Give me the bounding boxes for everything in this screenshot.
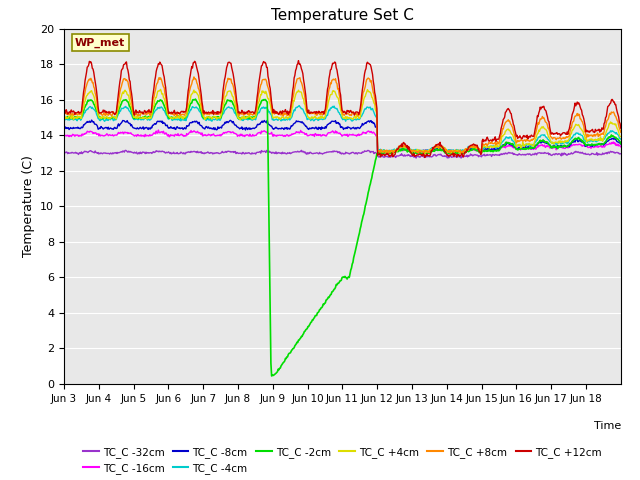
Line: TC_C -2cm: TC_C -2cm bbox=[64, 99, 621, 376]
TC_C -4cm bbox=[228, 105, 236, 110]
TC_C +8cm bbox=[125, 85, 133, 91]
TC_C -16cm bbox=[60, 131, 68, 137]
TC_C +12cm bbox=[60, 109, 68, 115]
TC_C +12cm bbox=[294, 58, 302, 63]
TC_C -8cm bbox=[410, 151, 418, 156]
TC_C +8cm bbox=[389, 151, 397, 156]
TC_C -32cm bbox=[412, 155, 420, 161]
TC_C +4cm bbox=[157, 86, 164, 92]
TC_C -2cm bbox=[268, 373, 275, 379]
TC_C +8cm bbox=[277, 112, 285, 118]
TC_C +12cm bbox=[401, 141, 408, 147]
TC_C -8cm bbox=[617, 141, 625, 147]
TC_C -2cm bbox=[433, 146, 440, 152]
TC_C -16cm bbox=[256, 130, 264, 135]
Line: TC_C +12cm: TC_C +12cm bbox=[64, 60, 621, 157]
TC_C -8cm bbox=[228, 120, 236, 126]
TC_C +8cm bbox=[228, 81, 236, 86]
Line: TC_C -4cm: TC_C -4cm bbox=[64, 106, 621, 152]
TC_C -4cm bbox=[433, 144, 440, 150]
TC_C -32cm bbox=[433, 153, 440, 159]
TC_C -2cm bbox=[191, 96, 199, 102]
TC_C +12cm bbox=[433, 142, 440, 147]
TC_C +4cm bbox=[617, 134, 625, 140]
TC_C +4cm bbox=[256, 95, 264, 101]
TC_C -32cm bbox=[617, 151, 625, 156]
TC_C +8cm bbox=[256, 85, 264, 91]
TC_C +12cm bbox=[228, 65, 236, 71]
TC_C -8cm bbox=[277, 126, 285, 132]
TC_C +12cm bbox=[617, 125, 625, 131]
TC_C -2cm bbox=[256, 102, 264, 108]
TC_C -16cm bbox=[154, 127, 162, 133]
TC_C -32cm bbox=[298, 147, 305, 153]
TC_C +4cm bbox=[228, 94, 236, 99]
Legend: TC_C -32cm, TC_C -16cm, TC_C -8cm, TC_C -4cm, TC_C -2cm, TC_C +4cm, TC_C +8cm, T: TC_C -32cm, TC_C -16cm, TC_C -8cm, TC_C … bbox=[79, 443, 606, 478]
TC_C -8cm bbox=[126, 120, 134, 126]
TC_C +8cm bbox=[433, 143, 440, 148]
TC_C -4cm bbox=[125, 108, 133, 114]
TC_C +12cm bbox=[276, 108, 284, 114]
Line: TC_C -8cm: TC_C -8cm bbox=[64, 120, 621, 154]
TC_C -8cm bbox=[401, 146, 408, 152]
TC_C -2cm bbox=[228, 99, 236, 105]
TC_C -16cm bbox=[415, 150, 422, 156]
Title: Temperature Set C: Temperature Set C bbox=[271, 9, 414, 24]
Line: TC_C -16cm: TC_C -16cm bbox=[64, 130, 621, 153]
TC_C +4cm bbox=[401, 144, 408, 150]
TC_C +8cm bbox=[190, 74, 198, 80]
TC_C -4cm bbox=[255, 110, 263, 116]
TC_C -16cm bbox=[228, 129, 236, 135]
TC_C +12cm bbox=[421, 155, 429, 160]
TC_C +12cm bbox=[125, 77, 133, 83]
Line: TC_C +8cm: TC_C +8cm bbox=[64, 77, 621, 154]
TC_C -32cm bbox=[401, 152, 408, 158]
TC_C -2cm bbox=[125, 103, 133, 109]
TC_C -2cm bbox=[617, 141, 625, 146]
TC_C +8cm bbox=[401, 144, 409, 149]
TC_C -8cm bbox=[433, 145, 440, 151]
TC_C -16cm bbox=[125, 131, 133, 136]
TC_C +4cm bbox=[60, 113, 68, 119]
TC_C -16cm bbox=[617, 144, 625, 150]
Text: WP_met: WP_met bbox=[75, 37, 125, 48]
TC_C -16cm bbox=[401, 146, 408, 152]
TC_C -8cm bbox=[60, 127, 68, 132]
TC_C -8cm bbox=[256, 121, 264, 127]
TC_C +8cm bbox=[60, 110, 68, 116]
TC_C +4cm bbox=[421, 151, 429, 157]
Text: Time: Time bbox=[593, 421, 621, 432]
TC_C -16cm bbox=[433, 147, 440, 153]
Line: TC_C -32cm: TC_C -32cm bbox=[64, 150, 621, 158]
TC_C -16cm bbox=[277, 132, 285, 138]
TC_C +8cm bbox=[617, 130, 625, 135]
TC_C -2cm bbox=[401, 147, 409, 153]
TC_C -2cm bbox=[60, 116, 68, 121]
Line: TC_C +4cm: TC_C +4cm bbox=[64, 89, 621, 154]
TC_C -32cm bbox=[276, 150, 284, 156]
TC_C +4cm bbox=[125, 97, 133, 103]
TC_C -4cm bbox=[424, 149, 432, 155]
TC_C -8cm bbox=[88, 117, 95, 123]
TC_C -4cm bbox=[60, 116, 68, 122]
TC_C -32cm bbox=[255, 149, 263, 155]
TC_C -4cm bbox=[276, 116, 284, 122]
TC_C -32cm bbox=[228, 149, 236, 155]
TC_C -4cm bbox=[401, 144, 408, 149]
TC_C +12cm bbox=[255, 77, 263, 83]
TC_C -4cm bbox=[296, 103, 303, 108]
TC_C +4cm bbox=[433, 144, 440, 150]
TC_C -32cm bbox=[60, 149, 68, 155]
TC_C -32cm bbox=[125, 149, 133, 155]
TC_C +4cm bbox=[277, 116, 285, 121]
TC_C -2cm bbox=[278, 362, 285, 368]
TC_C -4cm bbox=[617, 136, 625, 142]
Y-axis label: Temperature (C): Temperature (C) bbox=[22, 156, 35, 257]
